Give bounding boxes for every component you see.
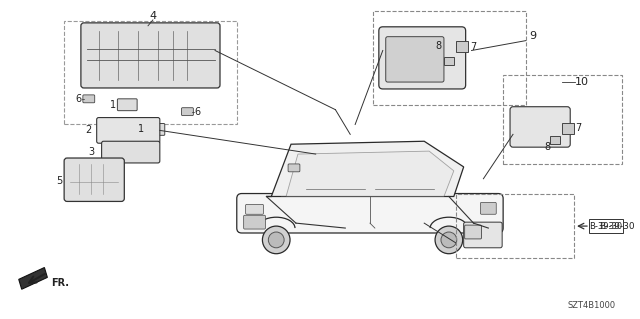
Text: 3: 3 <box>89 147 95 157</box>
FancyBboxPatch shape <box>81 23 220 88</box>
Text: 10: 10 <box>575 77 589 87</box>
Text: 6: 6 <box>76 94 82 104</box>
FancyBboxPatch shape <box>444 57 454 65</box>
Text: 9: 9 <box>529 31 536 41</box>
FancyBboxPatch shape <box>481 203 496 214</box>
Polygon shape <box>19 268 47 289</box>
Circle shape <box>262 226 290 254</box>
Bar <box>373 11 526 105</box>
FancyBboxPatch shape <box>64 158 124 201</box>
FancyBboxPatch shape <box>465 225 481 239</box>
Text: SZT4B1000: SZT4B1000 <box>568 300 616 309</box>
FancyBboxPatch shape <box>379 27 466 89</box>
Text: FR.: FR. <box>51 278 69 288</box>
FancyBboxPatch shape <box>237 194 503 233</box>
FancyBboxPatch shape <box>246 204 264 214</box>
Circle shape <box>441 232 457 248</box>
Text: B-39-30: B-39-30 <box>599 222 634 231</box>
FancyBboxPatch shape <box>83 95 95 103</box>
Polygon shape <box>281 151 454 197</box>
FancyBboxPatch shape <box>182 108 193 115</box>
FancyBboxPatch shape <box>117 99 137 111</box>
FancyBboxPatch shape <box>563 122 574 134</box>
FancyBboxPatch shape <box>550 136 561 144</box>
Text: 8: 8 <box>436 41 442 50</box>
FancyBboxPatch shape <box>463 222 502 248</box>
Circle shape <box>268 232 284 248</box>
FancyBboxPatch shape <box>456 41 468 52</box>
Bar <box>456 194 574 258</box>
Text: 1: 1 <box>138 124 144 134</box>
Bar <box>64 21 237 124</box>
Circle shape <box>435 226 463 254</box>
Text: 4: 4 <box>149 11 156 21</box>
FancyBboxPatch shape <box>288 164 300 172</box>
Polygon shape <box>266 141 463 197</box>
Text: 6: 6 <box>195 107 200 117</box>
Text: 1: 1 <box>110 100 116 110</box>
Text: 7: 7 <box>575 123 581 133</box>
FancyBboxPatch shape <box>386 37 444 82</box>
FancyBboxPatch shape <box>145 123 164 135</box>
Text: 5: 5 <box>56 176 62 186</box>
Text: 7: 7 <box>470 41 477 52</box>
FancyBboxPatch shape <box>102 141 160 163</box>
FancyBboxPatch shape <box>510 107 570 147</box>
Bar <box>589 219 623 233</box>
FancyBboxPatch shape <box>244 215 266 229</box>
Text: 2: 2 <box>86 125 92 135</box>
Text: B-39-30: B-39-30 <box>589 222 622 231</box>
Text: 8: 8 <box>545 142 550 152</box>
Bar <box>503 75 621 164</box>
FancyBboxPatch shape <box>97 118 160 143</box>
